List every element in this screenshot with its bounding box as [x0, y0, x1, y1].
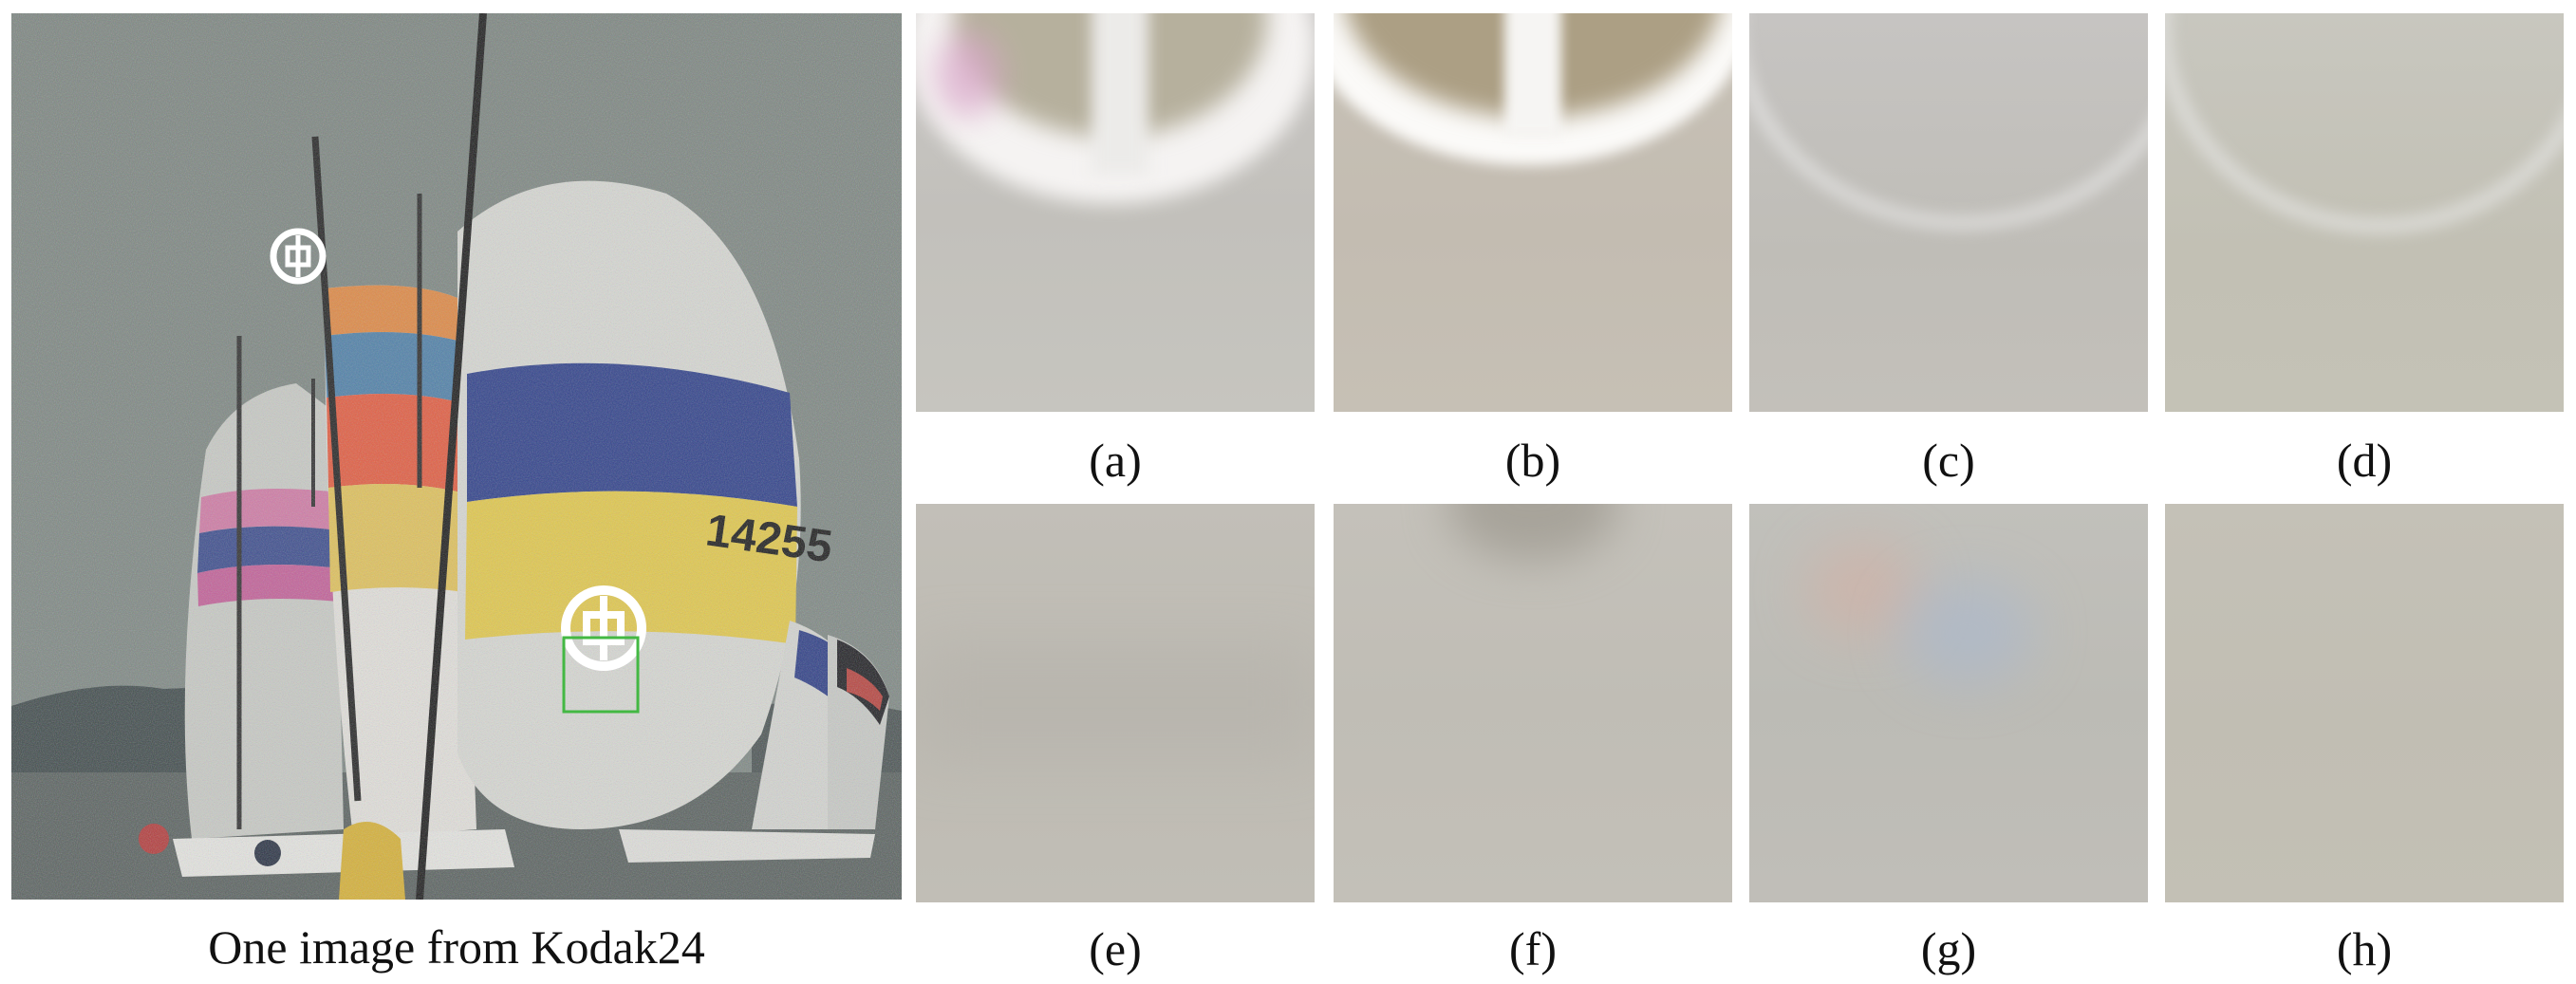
crop-g	[1749, 504, 2148, 902]
marker-icon	[270, 228, 327, 285]
crop-f	[1334, 504, 1732, 902]
crop-region-box	[562, 636, 640, 714]
crop-label: (a)	[1089, 434, 1142, 487]
crop-c	[1749, 13, 2148, 412]
crop-label: (b)	[1504, 434, 1561, 487]
crop-h	[2165, 504, 2564, 902]
main-photo: 14255	[11, 13, 902, 900]
main-caption: One image from Kodak24	[208, 920, 705, 974]
crop-a	[916, 13, 1315, 412]
crop-label: (d)	[2336, 434, 2393, 487]
marker-icon	[561, 585, 646, 671]
crop-b	[1334, 13, 1732, 412]
crop-label: (f)	[1509, 922, 1557, 975]
noise-overlay	[11, 13, 902, 900]
crop-label: (c)	[1922, 434, 1975, 487]
crop-label: (e)	[1089, 922, 1142, 975]
crop-d	[2165, 13, 2564, 412]
sailboat-scene: 14255	[11, 13, 902, 900]
crop-label: (h)	[2336, 922, 2393, 975]
crop-e	[916, 504, 1315, 902]
crop-label: (g)	[1920, 922, 1977, 975]
